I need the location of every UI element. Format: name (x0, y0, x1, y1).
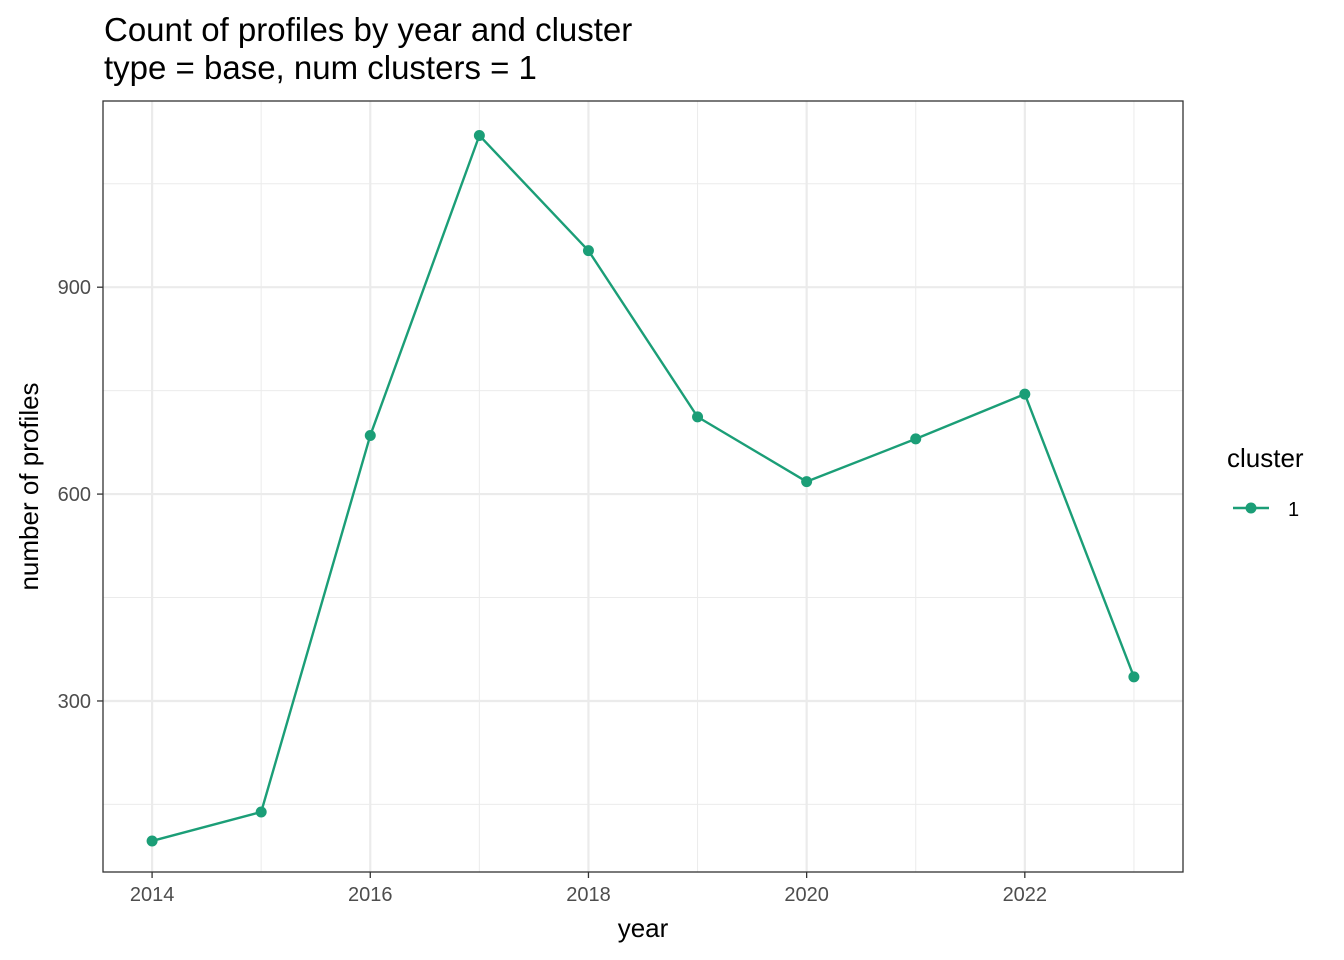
data-point (364, 429, 376, 441)
x-tick-label: 2018 (566, 884, 611, 906)
y-tick-label: 900 (58, 277, 91, 299)
data-point (692, 411, 704, 423)
data-point (582, 245, 594, 257)
x-tick-label: 2022 (1003, 884, 1048, 906)
chart-subtitle: type = base, num clusters = 1 (104, 49, 537, 86)
data-point (1019, 388, 1031, 400)
y-tick-label: 600 (58, 484, 91, 506)
legend: cluster 1 (1227, 443, 1304, 521)
data-point (255, 806, 267, 818)
legend-items: 1 (1233, 499, 1299, 521)
panel-background (103, 101, 1183, 872)
x-axis-title: year (618, 913, 669, 943)
y-axis: 300 600 900 (58, 277, 103, 713)
plot-panel (102, 100, 1184, 873)
series-layer (146, 129, 1140, 847)
data-point (1128, 671, 1140, 683)
data-point (801, 476, 813, 488)
x-tick-label: 2016 (348, 884, 393, 906)
x-tick-label: 2014 (130, 884, 175, 906)
y-tick-label: 300 (58, 691, 91, 713)
y-axis-title: number of profiles (14, 382, 44, 590)
legend-label: 1 (1288, 499, 1299, 521)
legend-title: cluster (1227, 443, 1304, 473)
legend-key-point (1245, 502, 1257, 514)
x-tick-label: 2020 (784, 884, 829, 906)
chart-title: Count of profiles by year and cluster (104, 11, 632, 48)
series-line (151, 134, 1136, 843)
data-point (910, 433, 922, 445)
data-point (473, 129, 485, 141)
x-axis: 2014 2016 2018 2020 2022 (130, 872, 1047, 906)
data-point (146, 835, 158, 847)
panel-border (102, 100, 1184, 873)
minor-gridlines (103, 101, 1183, 872)
